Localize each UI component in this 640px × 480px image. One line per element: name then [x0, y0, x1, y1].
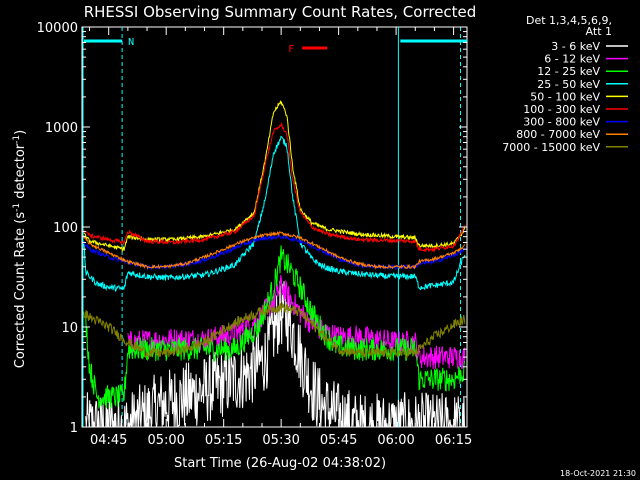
segment-bars: NF — [82, 27, 467, 427]
y-tick-label: 100 — [53, 221, 78, 236]
y-axis-label-end: ) — [13, 130, 28, 135]
legend-entry-label: 100 - 300 keV — [523, 103, 600, 116]
legend-entry-label: 50 - 100 keV — [530, 90, 600, 103]
legend-header: Det 1,3,4,5,6,9, — [526, 14, 612, 27]
y-axis-label-sup1: -1 — [12, 203, 22, 212]
y-tick-label: 10 — [61, 321, 78, 336]
series-line — [83, 302, 466, 360]
night-label: N — [128, 37, 134, 48]
series-line — [85, 280, 465, 428]
legend-entry-label: 12 - 25 keV — [537, 65, 600, 78]
x-tick-label: 05:30 — [262, 433, 299, 448]
x-tick-label: 06:15 — [435, 433, 472, 448]
chart-title: RHESSI Observing Summary Count Rates, Co… — [84, 3, 477, 21]
legend-entry-label: 25 - 50 keV — [537, 78, 600, 91]
x-tick-label: 05:00 — [147, 433, 184, 448]
series-lines — [83, 99, 466, 428]
series-line — [85, 245, 465, 409]
y-tick-label: 1000 — [45, 121, 78, 136]
x-tick-label: 06:00 — [377, 433, 414, 448]
plot-border — [81, 26, 468, 428]
series-line — [83, 231, 466, 270]
y-tick-label: 1 — [70, 421, 78, 436]
y-axis-label-main: Corrected Count Rate (s — [13, 212, 28, 369]
legend-entry-label: 300 - 800 keV — [523, 116, 600, 129]
y-axis-label-sup2: -1 — [12, 135, 22, 144]
legend-entry-label: 3 - 6 keV — [551, 40, 600, 53]
series-line — [83, 135, 466, 293]
y-tick-label: 10000 — [37, 21, 78, 36]
x-axis-label: Start Time (26-Aug-02 04:38:02) — [174, 456, 386, 471]
series-line — [83, 99, 466, 253]
plot-frame — [81, 26, 468, 428]
x-tick-label: 05:15 — [205, 433, 242, 448]
legend-entry-label: 800 - 7000 keV — [516, 128, 600, 141]
flare-label: F — [288, 44, 294, 55]
footer-timestamp: 18-Oct-2021 21:30 — [560, 469, 636, 478]
legend-entry-label: 7000 - 15000 keV — [502, 141, 600, 154]
y-axis-label-mid: detector — [13, 143, 28, 203]
series-line — [83, 122, 466, 253]
y-axis-label: Corrected Count Rate (s-1 detector-1) — [12, 130, 28, 368]
legend-header: Att 1 — [586, 25, 612, 38]
x-tick-label: 05:45 — [320, 433, 357, 448]
x-tick-label: 04:45 — [90, 433, 127, 448]
legend-entry-label: 6 - 12 keV — [544, 53, 600, 66]
axes: 1 10 100 1000 10000 04:45 05:00 05:15 05:30 05:45… — [37, 21, 473, 448]
